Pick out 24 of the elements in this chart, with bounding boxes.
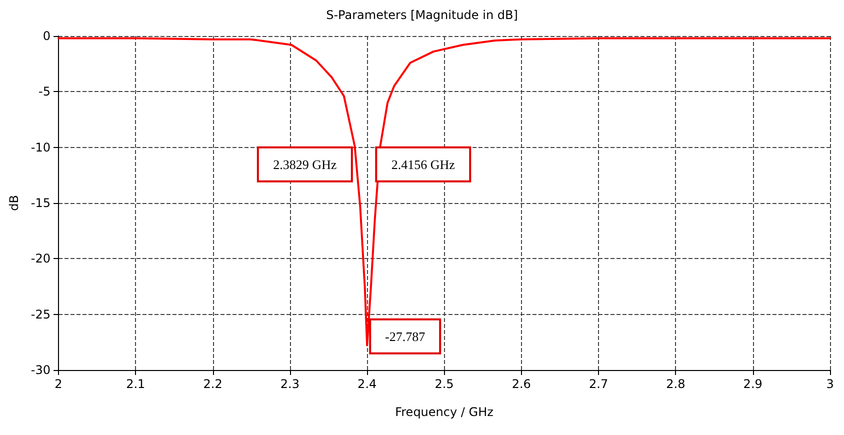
x-tick-label: 2.8 [666,377,686,391]
y-tick-label: -20 [30,252,50,266]
y-tick-label: -15 [30,196,50,210]
x-tick-label: 2.4 [358,377,377,391]
x-tick-label: 2.2 [203,377,222,391]
y-tick-label: -30 [30,363,50,377]
x-tick-label: 2.3 [280,377,300,391]
annotation: 2.3829 GHz [273,156,337,172]
y-axis-title: dB [7,195,21,211]
x-tick-label: 2.5 [434,377,454,391]
y-tick-label: -25 [30,307,50,322]
x-tick-label: 2.6 [512,377,531,391]
x-tick-label: 3 [826,377,834,391]
chart-title: S-Parameters [Magnitude in dB] [326,8,518,22]
annotation: 2.4156 GHz [391,156,456,172]
y-tick-label: -5 [38,84,50,99]
x-axis-title: Frequency / GHz [395,405,494,419]
x-tick-label: 2 [54,377,62,391]
annotation: -27.787 [385,328,426,344]
x-tick-label: 2.7 [589,377,608,391]
x-tick-label: 2.1 [126,377,146,391]
y-tick-label: -10 [30,140,50,154]
x-tick-label: 2.9 [743,377,762,391]
y-tick-label: 0 [42,29,50,43]
